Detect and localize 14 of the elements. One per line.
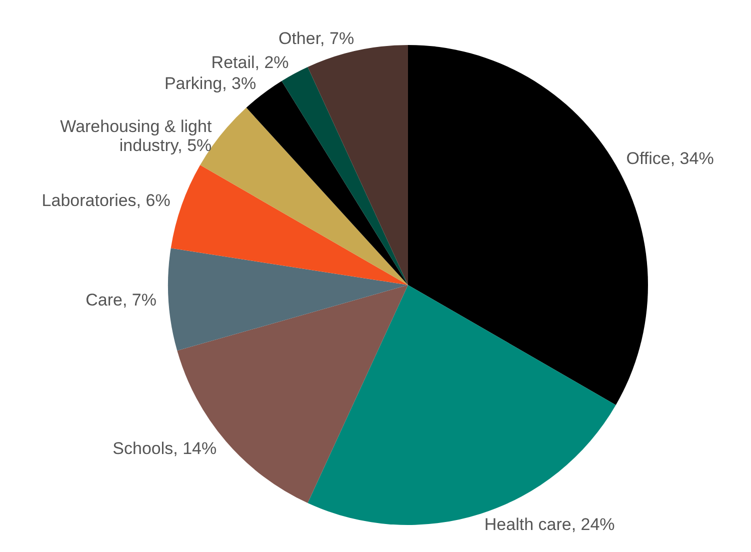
slice-label: Laboratories, 6% — [42, 191, 170, 210]
slice-label: Care, 7% — [86, 290, 156, 310]
slice-label: Health care, 24% — [484, 515, 615, 534]
slice-label: Schools, 14% — [112, 438, 217, 458]
pie-slice — [282, 66, 408, 285]
slice-label: Warehousing & light industry, 5% — [60, 117, 212, 156]
pie-slice — [170, 165, 408, 285]
slice-label: Parking, 3% — [164, 74, 256, 93]
pie-slice — [177, 285, 408, 504]
pie-slice — [308, 45, 408, 285]
slice-label: Office, 34% — [626, 149, 714, 168]
slice-label: Retail, 2% — [211, 52, 289, 72]
pie-slice — [168, 248, 408, 351]
slice-label: Other, 7% — [278, 28, 354, 48]
